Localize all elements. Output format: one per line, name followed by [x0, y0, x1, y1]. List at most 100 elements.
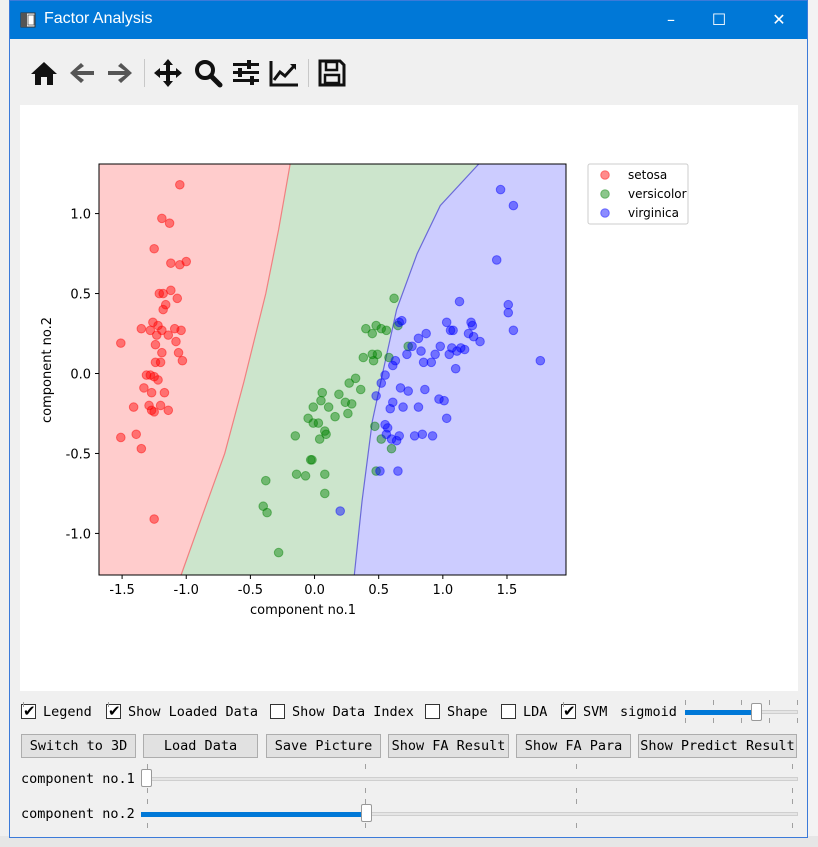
- x-tick-label: -1.5: [109, 583, 134, 598]
- show-predict-result-button[interactable]: Show Predict Result: [638, 734, 797, 758]
- app-window-icon: [20, 12, 36, 28]
- slider-tick: [365, 799, 366, 804]
- versicolor-point: [316, 395, 326, 406]
- legend-checkbox-box[interactable]: ✔: [21, 702, 36, 720]
- virginica-point: [386, 434, 397, 444]
- sigmoid-slider-handle[interactable]: [751, 703, 763, 721]
- check-mark-icon: ✔: [563, 702, 576, 720]
- versicolor-point: [320, 488, 330, 499]
- setosa-versicolor-boundary: [180, 163, 291, 576]
- edit-axis-button[interactable]: [268, 57, 300, 89]
- zoom-icon: [195, 60, 223, 88]
- versicolor-point: [305, 455, 316, 465]
- configure-subplots-button[interactable]: [230, 57, 262, 89]
- x-axis-ticks: -1.5 -1.0 -0.5 0.0 0.5 1.0 1.5: [109, 575, 517, 598]
- x-tick-label: 1.0: [432, 583, 453, 598]
- versicolor-point: [367, 349, 378, 360]
- x-axis-label: component no.1: [250, 603, 356, 618]
- maximize-button[interactable]: ☐: [696, 1, 742, 39]
- scatter-plot[interactable]: -1.5 -1.0 -0.5 0.0 0.5 1.0 1.5 -1.0 -0.5 0.0 0.5 1…: [20, 105, 798, 691]
- versicolor-virginica-boundary: [353, 163, 480, 576]
- sigmoid-slider-fill: [685, 710, 756, 715]
- svm-checkbox-box[interactable]: ✔: [561, 702, 576, 720]
- versicolor-point: [317, 387, 328, 398]
- virginica-point: [416, 346, 426, 356]
- save-icon: [318, 59, 346, 87]
- minimize-button[interactable]: –: [648, 1, 694, 39]
- virginica-point: [466, 317, 476, 328]
- slider-tick: [713, 718, 714, 723]
- versicolor-point: [300, 471, 311, 481]
- component-no2-slider-fill: [141, 812, 365, 817]
- versicolor-point: [334, 389, 344, 400]
- setosa-point: [166, 285, 176, 296]
- switch-to-3d-button[interactable]: Switch to 3D: [21, 734, 136, 758]
- virginica-point: [420, 384, 430, 395]
- setosa-point: [116, 432, 126, 443]
- versicolor-point: [371, 320, 381, 331]
- pan-icon: [154, 59, 182, 87]
- setosa-point: [157, 213, 167, 224]
- legend-label-virginica: virginica: [628, 206, 679, 220]
- y-tick-label: -0.5: [66, 447, 91, 462]
- versicolor-point: [343, 408, 353, 419]
- show-loaded-data-checkbox-box[interactable]: ✔: [106, 702, 121, 720]
- versicolor-point: [389, 293, 399, 304]
- figure-canvas[interactable]: -1.5 -1.0 -0.5 0.0 0.5 1.0 1.5 -1.0 -0.5 0.0 0.5 1…: [20, 105, 798, 691]
- decision-regions: [99, 164, 566, 575]
- data-points: [116, 179, 546, 558]
- minimize-icon: –: [667, 10, 675, 29]
- versicolor-point: [344, 378, 354, 388]
- setosa-point: [173, 347, 184, 358]
- virginica-point: [454, 296, 465, 307]
- background-window-left: [0, 0, 10, 847]
- virginica-point: [376, 378, 387, 388]
- virginica-point: [463, 328, 474, 339]
- virginica-point: [393, 466, 403, 476]
- setosa-point: [177, 355, 188, 366]
- versicolor-point: [372, 349, 383, 360]
- virginica-point: [381, 429, 392, 440]
- title-bar[interactable]: Factor Analysis – ☐ ✕: [10, 1, 807, 39]
- svm-label: SVM: [583, 704, 608, 720]
- show-data-index-checkbox-box[interactable]: [270, 704, 285, 719]
- setosa-point: [145, 325, 156, 336]
- slider-tick: [713, 700, 714, 705]
- slider-tick: [792, 823, 793, 828]
- forward-button[interactable]: [104, 57, 136, 89]
- virginica-point: [491, 255, 502, 265]
- shape-checkbox-box[interactable]: [425, 704, 440, 719]
- close-button[interactable]: ✕: [756, 1, 802, 39]
- virginica-point: [503, 299, 514, 310]
- setosa-point: [155, 357, 166, 368]
- home-button[interactable]: [28, 57, 60, 89]
- save-picture-button[interactable]: Save Picture: [266, 734, 381, 758]
- setosa-point: [164, 218, 175, 228]
- component-no1-slider-handle[interactable]: [141, 769, 152, 787]
- check-mark-icon: ✔: [23, 702, 36, 720]
- save-figure-button[interactable]: [316, 57, 348, 89]
- setosa-point: [175, 259, 185, 270]
- lda-checkbox-box[interactable]: [501, 704, 516, 719]
- setosa-point: [149, 243, 159, 254]
- component-no2-slider-handle[interactable]: [360, 804, 372, 822]
- slider-tick: [792, 764, 793, 769]
- show-fa-result-button[interactable]: Show FA Result: [388, 734, 509, 758]
- slider-tick: [792, 788, 793, 793]
- virginica-point: [455, 343, 466, 353]
- virginica-point: [409, 431, 420, 441]
- back-button[interactable]: [66, 57, 98, 89]
- setosa-point: [157, 347, 167, 358]
- zoom-button[interactable]: [192, 57, 224, 89]
- virginica-point: [447, 343, 457, 353]
- virginica-point: [421, 328, 431, 339]
- pan-button[interactable]: [152, 57, 184, 89]
- legend-frame: [587, 163, 689, 225]
- virginica-point: [475, 336, 485, 347]
- show-fa-para-button[interactable]: Show FA Para: [516, 734, 631, 758]
- x-tick-label: 0.5: [368, 583, 389, 598]
- y-axis-label: component no.2: [40, 317, 55, 423]
- component-no1-slider-track[interactable]: [141, 777, 798, 781]
- load-data-button[interactable]: Load Data: [143, 734, 258, 758]
- versicolor-region: [181, 164, 479, 575]
